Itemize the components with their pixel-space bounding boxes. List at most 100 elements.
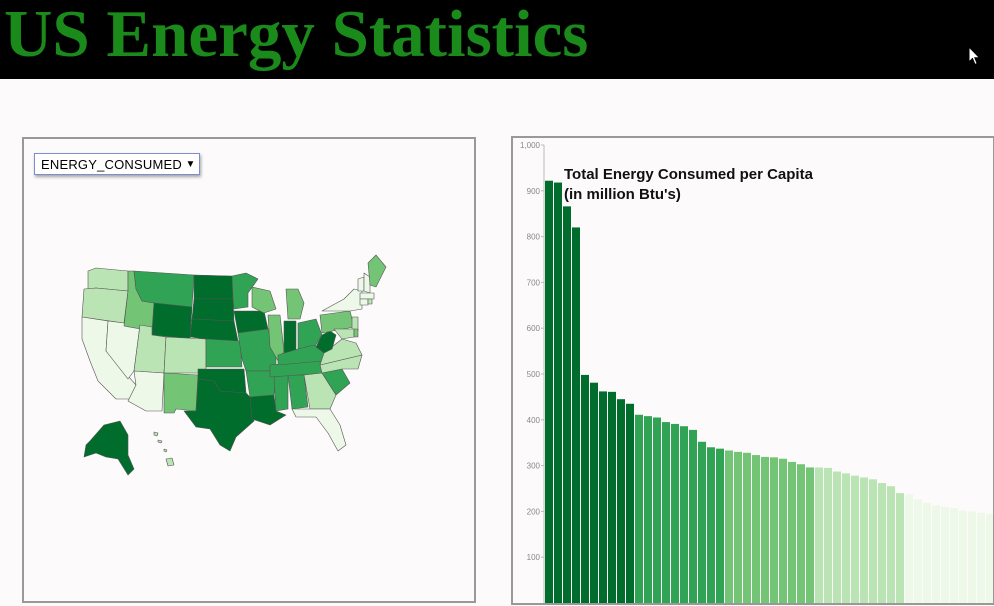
mouse-cursor-icon — [968, 46, 981, 66]
page-title: US Energy Statistics — [4, 0, 589, 71]
bar[interactable] — [554, 182, 562, 603]
map-panel: ENERGY_CONSUMED ▼ — [22, 137, 476, 603]
bar[interactable] — [932, 505, 940, 603]
bar[interactable] — [635, 414, 643, 603]
bar[interactable] — [671, 423, 679, 603]
state-mississippi[interactable] — [273, 374, 289, 412]
state-maine[interactable] — [367, 254, 387, 288]
bar[interactable] — [941, 506, 949, 603]
bar[interactable] — [986, 513, 993, 603]
bar[interactable] — [752, 455, 760, 603]
bar-chart: 100 200 300 400 500 600 700 800 900 1,000 — [520, 141, 993, 603]
state-delaware[interactable] — [353, 328, 359, 338]
bar[interactable] — [914, 499, 922, 603]
y-tick-label: 500 — [527, 370, 541, 379]
bar[interactable] — [734, 451, 742, 603]
y-tick-label: 800 — [527, 233, 541, 242]
bar[interactable] — [653, 417, 661, 603]
bar[interactable] — [860, 477, 868, 603]
us-choropleth-map — [81, 254, 387, 476]
state-florida[interactable] — [291, 408, 347, 452]
chart-title-line: Total Energy Consumed per Capita — [564, 166, 813, 183]
y-tick-label: 1,000 — [520, 141, 541, 150]
state-texas[interactable] — [183, 378, 255, 452]
y-axis: 100 200 300 400 500 600 700 800 900 1,000 — [520, 141, 545, 603]
bar[interactable] — [869, 479, 877, 603]
state-vermont[interactable] — [357, 276, 365, 292]
state-colorado[interactable] — [163, 336, 207, 374]
bar[interactable] — [581, 374, 589, 603]
state-ohio[interactable] — [297, 318, 323, 352]
bar[interactable] — [833, 471, 841, 603]
chart-subtitle-line: (in million Btu's) — [564, 186, 681, 203]
bar[interactable] — [689, 429, 697, 603]
state-arizona[interactable] — [127, 370, 165, 412]
bar[interactable] — [743, 452, 751, 603]
state-alaska[interactable] — [83, 420, 135, 476]
chart-panel: 100 200 300 400 500 600 700 800 900 1,000 Total E… — [511, 136, 994, 605]
bar[interactable] — [878, 483, 886, 603]
state-louisiana[interactable] — [249, 394, 287, 426]
bar[interactable] — [806, 467, 814, 603]
bar[interactable] — [680, 426, 688, 603]
bar[interactable] — [950, 508, 958, 603]
state-maryland[interactable] — [333, 328, 355, 340]
bar[interactable] — [707, 447, 715, 603]
state-nebraska[interactable] — [189, 318, 239, 342]
bar[interactable] — [590, 382, 598, 603]
bar[interactable] — [662, 422, 670, 603]
bar[interactable] — [851, 475, 859, 603]
state-new-york[interactable] — [321, 288, 363, 312]
y-tick-label: 900 — [527, 187, 541, 196]
bar[interactable] — [716, 448, 724, 603]
metric-dropdown[interactable]: ENERGY_CONSUMED ▼ — [34, 153, 200, 175]
bar[interactable] — [797, 464, 805, 603]
bar[interactable] — [779, 458, 787, 603]
bar[interactable] — [626, 403, 634, 603]
bar[interactable] — [905, 494, 913, 603]
bar[interactable] — [608, 391, 616, 603]
bar[interactable] — [563, 206, 571, 603]
state-north-dakota[interactable] — [193, 274, 234, 300]
page-header: US Energy Statistics — [0, 0, 994, 79]
metric-dropdown-value: ENERGY_CONSUMED — [41, 156, 182, 172]
bar[interactable] — [599, 391, 607, 603]
state-wyoming[interactable] — [151, 302, 193, 340]
state-rhode-island[interactable] — [367, 298, 373, 305]
state-washington[interactable] — [87, 267, 129, 292]
bar[interactable] — [923, 502, 931, 603]
state-georgia[interactable] — [303, 372, 337, 410]
bar[interactable] — [761, 456, 769, 603]
chart-title: Total Energy Consumed per Capita (in mil… — [564, 165, 813, 205]
state-virginia[interactable] — [319, 338, 363, 366]
state-wisconsin[interactable] — [251, 286, 277, 314]
bar[interactable] — [842, 473, 850, 603]
state-massachusetts[interactable] — [359, 292, 375, 300]
bar[interactable] — [572, 227, 580, 603]
state-michigan[interactable] — [285, 288, 305, 320]
state-south-dakota[interactable] — [191, 298, 235, 322]
state-new-mexico[interactable] — [163, 372, 199, 414]
bar[interactable] — [887, 486, 895, 603]
state-hawaii[interactable] — [153, 431, 175, 467]
bar[interactable] — [725, 450, 733, 603]
bar[interactable] — [959, 510, 967, 603]
bar[interactable] — [977, 512, 985, 603]
bar[interactable] — [617, 399, 625, 603]
state-indiana[interactable] — [283, 320, 297, 354]
bar[interactable] — [788, 461, 796, 603]
state-kansas[interactable] — [205, 338, 243, 368]
bar[interactable] — [824, 467, 832, 603]
y-tick-label: 200 — [527, 507, 541, 516]
bar[interactable] — [698, 441, 706, 603]
bar[interactable] — [896, 493, 904, 603]
state-connecticut[interactable] — [359, 298, 369, 306]
bar[interactable] — [815, 467, 823, 603]
bar[interactable] — [644, 416, 652, 603]
bar[interactable] — [968, 511, 976, 603]
bars — [545, 180, 993, 603]
state-oregon[interactable] — [81, 287, 129, 324]
bar[interactable] — [770, 457, 778, 603]
state-minnesota[interactable] — [231, 272, 259, 310]
bar[interactable] — [545, 180, 553, 603]
